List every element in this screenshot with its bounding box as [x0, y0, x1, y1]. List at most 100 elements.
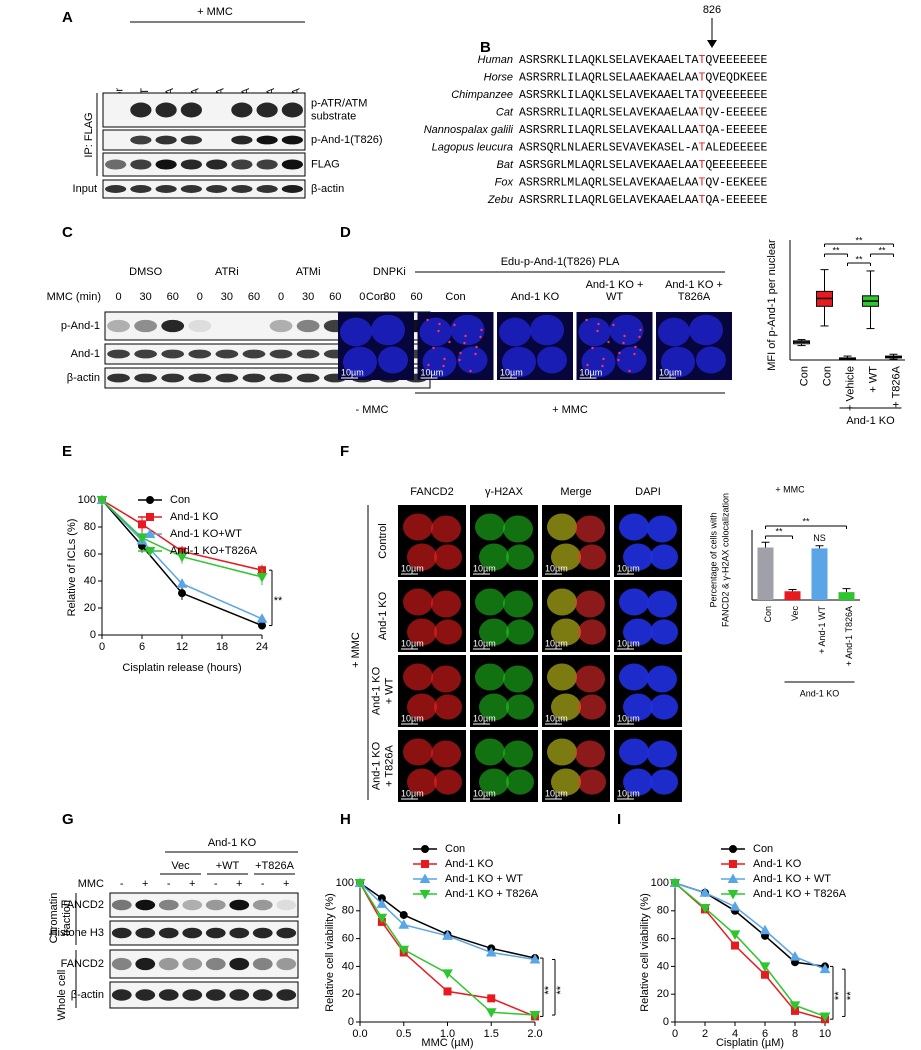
band	[107, 349, 130, 359]
row-label: Histone H3	[50, 927, 104, 939]
nucleus	[647, 665, 677, 693]
condition-label: Vec	[171, 860, 190, 872]
band	[281, 102, 303, 118]
legend-label: And-1 KO+WT	[170, 528, 242, 540]
band	[155, 185, 177, 193]
band	[205, 927, 226, 939]
nucleus	[434, 544, 462, 570]
series-line	[101, 499, 263, 620]
nucleus	[419, 317, 452, 347]
x-tick-label: 8	[792, 1028, 798, 1040]
channel-label: γ-H2AX	[485, 486, 524, 498]
nucleus	[503, 665, 533, 693]
mmc-sign: +	[283, 878, 289, 890]
x-tick-label: 1.0	[440, 1028, 455, 1040]
nucleus	[696, 346, 726, 374]
significance: **	[274, 595, 283, 607]
nucleus	[431, 740, 461, 768]
time-axis-label: MMC (min)	[47, 291, 101, 303]
scale-label: 10µm	[580, 367, 603, 377]
nucleus	[431, 590, 461, 618]
scale-label: 10µm	[341, 367, 364, 377]
input-label: Input	[73, 183, 97, 195]
band	[281, 159, 303, 170]
band	[161, 319, 185, 333]
band	[130, 159, 152, 170]
scale-label: 10µm	[473, 788, 496, 798]
condition-label: +T826A	[255, 860, 294, 872]
significance: **	[543, 985, 555, 994]
sequence-part: QA-EEEEEE	[705, 194, 767, 207]
y-axis-label: Relative cell viability (%)	[324, 893, 336, 1012]
chart-title: + MMC	[775, 484, 805, 494]
point	[178, 589, 186, 598]
legend-label: And-1 KO + T826A	[445, 888, 539, 900]
point	[442, 969, 453, 979]
x-tick-label: 6	[139, 641, 145, 653]
point	[96, 496, 108, 506]
species-name: Lagopus leucura	[432, 141, 513, 153]
nucleus	[623, 543, 653, 571]
point	[176, 578, 188, 588]
pla-dot	[622, 341, 625, 345]
band	[161, 373, 185, 383]
mmc-sign: +	[189, 878, 195, 890]
point	[789, 951, 801, 961]
nucleus	[431, 665, 461, 693]
point	[699, 904, 711, 914]
channel-label: Merge	[560, 486, 591, 498]
point	[398, 919, 410, 929]
nucleus	[623, 618, 653, 646]
species-name: Bat	[496, 159, 513, 171]
nucleus	[616, 346, 647, 374]
x-tick-label: Con	[763, 606, 773, 623]
point	[789, 1001, 801, 1011]
nucleus	[650, 544, 678, 570]
pla-dot	[426, 318, 429, 322]
nucleus	[403, 663, 433, 691]
y-tick-label: 40	[84, 575, 96, 587]
treatment-label: + MMC	[197, 6, 233, 18]
mmc-sign: -	[167, 878, 171, 890]
band	[206, 159, 228, 170]
sequence: ASRSRKLILAQKLSELAVEKAAELTATQVEEEEEEE	[519, 54, 768, 67]
pla-dot	[607, 340, 610, 344]
pla-dot	[586, 363, 589, 367]
panel-letter: D	[340, 224, 351, 241]
significance: **	[832, 245, 840, 255]
point	[759, 924, 771, 935]
legend-label: And-1 KO	[753, 858, 802, 870]
nucleus	[343, 346, 377, 378]
y-axis-label: Relative cell viability (%)	[639, 893, 651, 1012]
band	[111, 957, 132, 971]
nucleus	[378, 346, 408, 374]
panel-letter: F	[340, 443, 349, 460]
nucleus	[537, 346, 567, 374]
band	[296, 349, 320, 359]
band	[111, 927, 132, 939]
significance: **	[845, 991, 857, 1000]
pla-dot	[601, 364, 604, 368]
row-label: And-1 KO	[370, 741, 382, 790]
series-line	[101, 499, 263, 627]
legend-label: And-1 KO + WT	[445, 873, 523, 885]
band	[130, 102, 152, 118]
scale-label: 10µm	[617, 638, 640, 648]
image-label: T826A	[678, 291, 711, 303]
significance: **	[855, 235, 863, 245]
nucleus	[506, 619, 534, 645]
pla-dot	[427, 363, 430, 367]
y-tick-label: 20	[84, 602, 96, 614]
pla-dot	[597, 322, 600, 326]
x-tick-label: 0	[672, 1028, 678, 1040]
band	[180, 102, 202, 118]
point	[354, 879, 366, 889]
significance: **	[775, 526, 783, 536]
x-tick-label: 24	[256, 641, 268, 653]
time-label: 60	[410, 291, 422, 303]
nucleus	[407, 693, 437, 721]
species-name: Chimpanzee	[451, 89, 513, 101]
band	[155, 135, 177, 145]
side-label: Whole cell	[56, 970, 68, 1021]
x-tick-label: Con	[798, 366, 810, 386]
